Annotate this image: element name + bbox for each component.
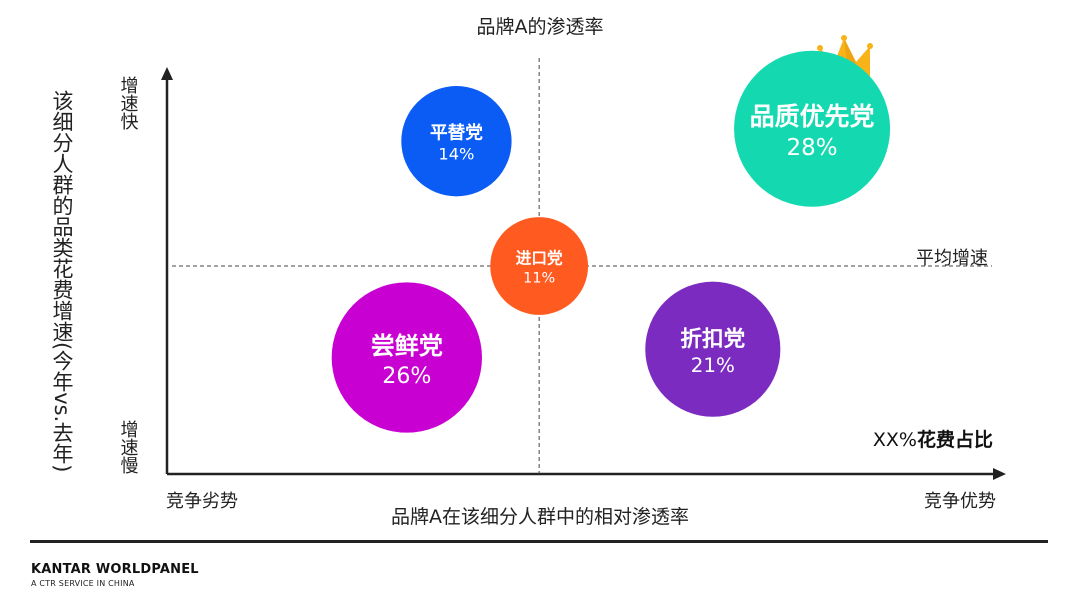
bubble-label-2: 进口党 <box>516 249 563 268</box>
x-axis-arrow <box>993 468 1006 480</box>
x-low-label: 竞争劣势 <box>166 491 238 512</box>
brand-logo-text: KANTAR WORLDPANEL <box>31 562 199 577</box>
size-legend-label: 花费占比 <box>917 428 993 451</box>
bubble-4 <box>645 281 781 417</box>
bubble-value-0: 14% <box>438 145 474 164</box>
bubble-value-1: 28% <box>787 135 838 161</box>
bubble-value-2: 11% <box>523 270 555 286</box>
avg-growth-label: 平均增速 <box>916 248 988 269</box>
bubble-3 <box>331 282 482 433</box>
y-axis-arrow <box>161 67 173 80</box>
size-legend-prefix: XX% <box>873 429 917 451</box>
y-low-label: 增速慢 <box>118 420 139 474</box>
x-high-label: 竞争优势 <box>924 491 996 512</box>
y-high-label: 增速快 <box>118 76 139 130</box>
x-axis-title: 品牌A在该细分人群中的相对渗透率 <box>391 506 689 528</box>
footer-divider <box>30 540 1048 543</box>
bubble-label-0: 平替党 <box>430 122 483 144</box>
size-legend: XX%花费占比 <box>873 428 993 451</box>
brand-subtitle: A CTR SERVICE IN CHINA <box>31 579 135 588</box>
bubble-value-3: 26% <box>382 363 431 389</box>
y-axis-title: 该细分人群的品类花费增速(今年vs.去年) <box>50 90 74 472</box>
bubble-label-4: 折扣党 <box>680 327 745 352</box>
chart-title: 品牌A的渗透率 <box>477 16 604 38</box>
bubble-label-1: 品质优先党 <box>750 102 875 131</box>
bubble-value-4: 21% <box>691 354 735 377</box>
bubble-0 <box>401 86 512 197</box>
bubble-2 <box>490 217 589 315</box>
bubble-label-3: 尝鲜党 <box>371 332 443 360</box>
bubble-1 <box>734 50 891 207</box>
